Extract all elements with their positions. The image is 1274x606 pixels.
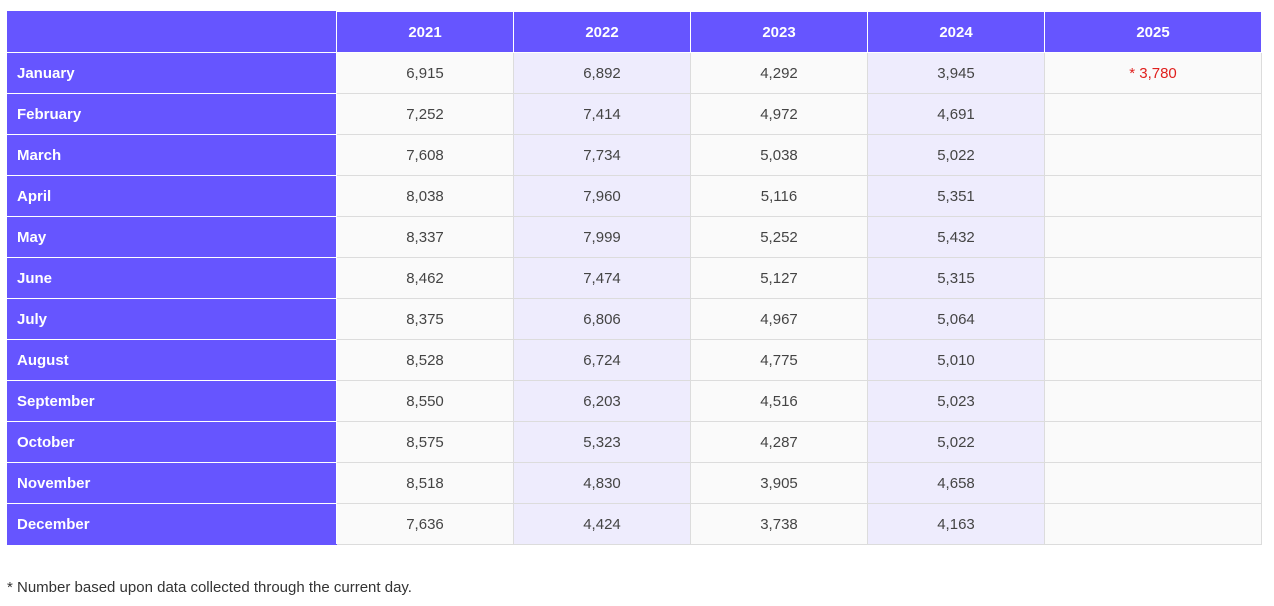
data-cell: 7,636 <box>336 503 514 545</box>
data-cell <box>1044 175 1262 217</box>
corner-header-cell <box>7 11 337 53</box>
data-cell: 4,691 <box>867 93 1045 135</box>
month-label: October <box>7 421 337 463</box>
data-cell: 6,724 <box>513 339 691 381</box>
header-row: 2021 2022 2023 2024 2025 <box>7 11 1262 53</box>
data-cell: 6,892 <box>513 52 691 94</box>
month-label: June <box>7 257 337 299</box>
data-cell: 7,960 <box>513 175 691 217</box>
monthly-data-table: 2021 2022 2023 2024 2025 January 6,915 6,8… <box>7 11 1262 545</box>
data-cell <box>1044 298 1262 340</box>
data-cell: 5,432 <box>867 216 1045 258</box>
data-cell: 7,414 <box>513 93 691 135</box>
data-cell <box>1044 421 1262 463</box>
year-header: 2024 <box>867 11 1045 53</box>
table-body: January 6,915 6,892 4,292 3,945 * 3,780 Februa… <box>7 52 1262 545</box>
data-cell: 5,022 <box>867 134 1045 176</box>
month-label: December <box>7 503 337 545</box>
data-cell <box>1044 503 1262 545</box>
data-cell: 8,575 <box>336 421 514 463</box>
table-row: May 8,337 7,999 5,252 5,432 <box>7 216 1262 258</box>
data-cell: 8,038 <box>336 175 514 217</box>
data-cell <box>1044 380 1262 422</box>
data-cell: 8,550 <box>336 380 514 422</box>
data-cell: 4,658 <box>867 462 1045 504</box>
year-header: 2021 <box>336 11 514 53</box>
month-label: July <box>7 298 337 340</box>
data-cell: 4,516 <box>690 380 868 422</box>
month-label: March <box>7 134 337 176</box>
table-row: July 8,375 6,806 4,967 5,064 <box>7 298 1262 340</box>
month-label: November <box>7 462 337 504</box>
data-cell: 8,462 <box>336 257 514 299</box>
data-cell: 4,424 <box>513 503 691 545</box>
data-cell: 6,806 <box>513 298 691 340</box>
year-header: 2022 <box>513 11 691 53</box>
table-row: June 8,462 7,474 5,127 5,315 <box>7 257 1262 299</box>
data-cell: 5,252 <box>690 216 868 258</box>
data-cell: 5,351 <box>867 175 1045 217</box>
footnote: * Number based upon data collected throu… <box>7 579 412 596</box>
data-cell: 5,064 <box>867 298 1045 340</box>
table-row: November 8,518 4,830 3,905 4,658 <box>7 462 1262 504</box>
month-label: February <box>7 93 337 135</box>
data-cell: 7,734 <box>513 134 691 176</box>
data-cell: 7,252 <box>336 93 514 135</box>
data-cell: 7,608 <box>336 134 514 176</box>
data-cell: 4,163 <box>867 503 1045 545</box>
data-cell: 4,972 <box>690 93 868 135</box>
data-cell: 4,287 <box>690 421 868 463</box>
data-cell: 5,315 <box>867 257 1045 299</box>
table-row: September 8,550 6,203 4,516 5,023 <box>7 380 1262 422</box>
data-cell: * 3,780 <box>1044 52 1262 94</box>
month-label: January <box>7 52 337 94</box>
data-cell: 8,375 <box>336 298 514 340</box>
data-cell: 4,967 <box>690 298 868 340</box>
table-row: April 8,038 7,960 5,116 5,351 <box>7 175 1262 217</box>
table-row: March 7,608 7,734 5,038 5,022 <box>7 134 1262 176</box>
data-cell: 4,775 <box>690 339 868 381</box>
table-row: October 8,575 5,323 4,287 5,022 <box>7 421 1262 463</box>
data-cell: 3,738 <box>690 503 868 545</box>
table-row: August 8,528 6,724 4,775 5,010 <box>7 339 1262 381</box>
month-label: September <box>7 380 337 422</box>
data-cell: 5,116 <box>690 175 868 217</box>
month-label: May <box>7 216 337 258</box>
data-cell <box>1044 462 1262 504</box>
data-cell <box>1044 216 1262 258</box>
data-cell: 6,915 <box>336 52 514 94</box>
data-cell: 4,830 <box>513 462 691 504</box>
table-row: January 6,915 6,892 4,292 3,945 * 3,780 <box>7 52 1262 94</box>
year-header: 2023 <box>690 11 868 53</box>
month-label: August <box>7 339 337 381</box>
data-cell: 3,905 <box>690 462 868 504</box>
data-cell: 5,323 <box>513 421 691 463</box>
data-cell: 5,022 <box>867 421 1045 463</box>
data-cell <box>1044 339 1262 381</box>
data-cell: 7,999 <box>513 216 691 258</box>
data-cell <box>1044 257 1262 299</box>
table-row: December 7,636 4,424 3,738 4,163 <box>7 503 1262 545</box>
table-row: February 7,252 7,414 4,972 4,691 <box>7 93 1262 135</box>
data-cell <box>1044 134 1262 176</box>
data-cell: 8,528 <box>336 339 514 381</box>
data-cell: 5,023 <box>867 380 1045 422</box>
data-cell <box>1044 93 1262 135</box>
data-cell: 5,010 <box>867 339 1045 381</box>
data-cell: 5,038 <box>690 134 868 176</box>
data-cell: 4,292 <box>690 52 868 94</box>
data-cell: 8,337 <box>336 216 514 258</box>
data-cell: 7,474 <box>513 257 691 299</box>
year-header: 2025 <box>1044 11 1262 53</box>
data-cell: 8,518 <box>336 462 514 504</box>
data-cell: 6,203 <box>513 380 691 422</box>
data-cell: 3,945 <box>867 52 1045 94</box>
month-label: April <box>7 175 337 217</box>
data-cell: 5,127 <box>690 257 868 299</box>
